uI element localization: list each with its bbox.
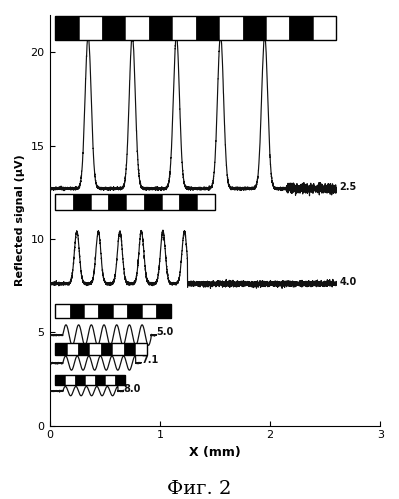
Bar: [84, 304, 99, 318]
Text: 8.0: 8.0: [123, 384, 141, 394]
Bar: [55, 16, 79, 40]
Bar: [144, 194, 162, 210]
Bar: [115, 375, 124, 385]
Bar: [113, 304, 127, 318]
Bar: [55, 194, 215, 210]
Bar: [78, 343, 89, 355]
Text: 7.1: 7.1: [141, 355, 158, 365]
Bar: [55, 375, 65, 385]
Bar: [180, 194, 197, 210]
Bar: [102, 16, 125, 40]
Bar: [85, 375, 95, 385]
Bar: [99, 304, 113, 318]
Text: 2.5: 2.5: [340, 182, 357, 192]
Bar: [91, 194, 109, 210]
Bar: [135, 343, 146, 355]
Bar: [149, 16, 172, 40]
Bar: [126, 194, 144, 210]
Bar: [313, 16, 336, 40]
Bar: [89, 343, 101, 355]
Bar: [55, 304, 171, 318]
Bar: [266, 16, 290, 40]
Bar: [65, 375, 75, 385]
Text: 5.0: 5.0: [156, 327, 174, 337]
Bar: [197, 194, 215, 210]
Bar: [290, 16, 313, 40]
Text: 4.0: 4.0: [340, 277, 357, 287]
Bar: [112, 343, 124, 355]
Bar: [79, 16, 102, 40]
Bar: [172, 16, 196, 40]
Bar: [127, 304, 142, 318]
Bar: [196, 16, 219, 40]
Bar: [55, 375, 124, 385]
Bar: [243, 16, 266, 40]
Bar: [101, 343, 112, 355]
X-axis label: X (mm): X (mm): [189, 446, 241, 459]
Bar: [55, 343, 67, 355]
Bar: [219, 16, 243, 40]
Bar: [67, 343, 78, 355]
Bar: [156, 304, 171, 318]
Bar: [55, 194, 73, 210]
Bar: [124, 343, 135, 355]
Text: Фиг. 2: Фиг. 2: [167, 480, 232, 498]
Y-axis label: Reflected signal (μV): Reflected signal (μV): [15, 155, 25, 286]
Bar: [109, 194, 126, 210]
Bar: [69, 304, 84, 318]
Bar: [75, 375, 85, 385]
Bar: [55, 16, 336, 40]
Bar: [95, 375, 105, 385]
Bar: [105, 375, 115, 385]
Bar: [162, 194, 180, 210]
Bar: [125, 16, 149, 40]
Bar: [55, 343, 146, 355]
Bar: [73, 194, 91, 210]
Bar: [142, 304, 156, 318]
Bar: [55, 304, 69, 318]
